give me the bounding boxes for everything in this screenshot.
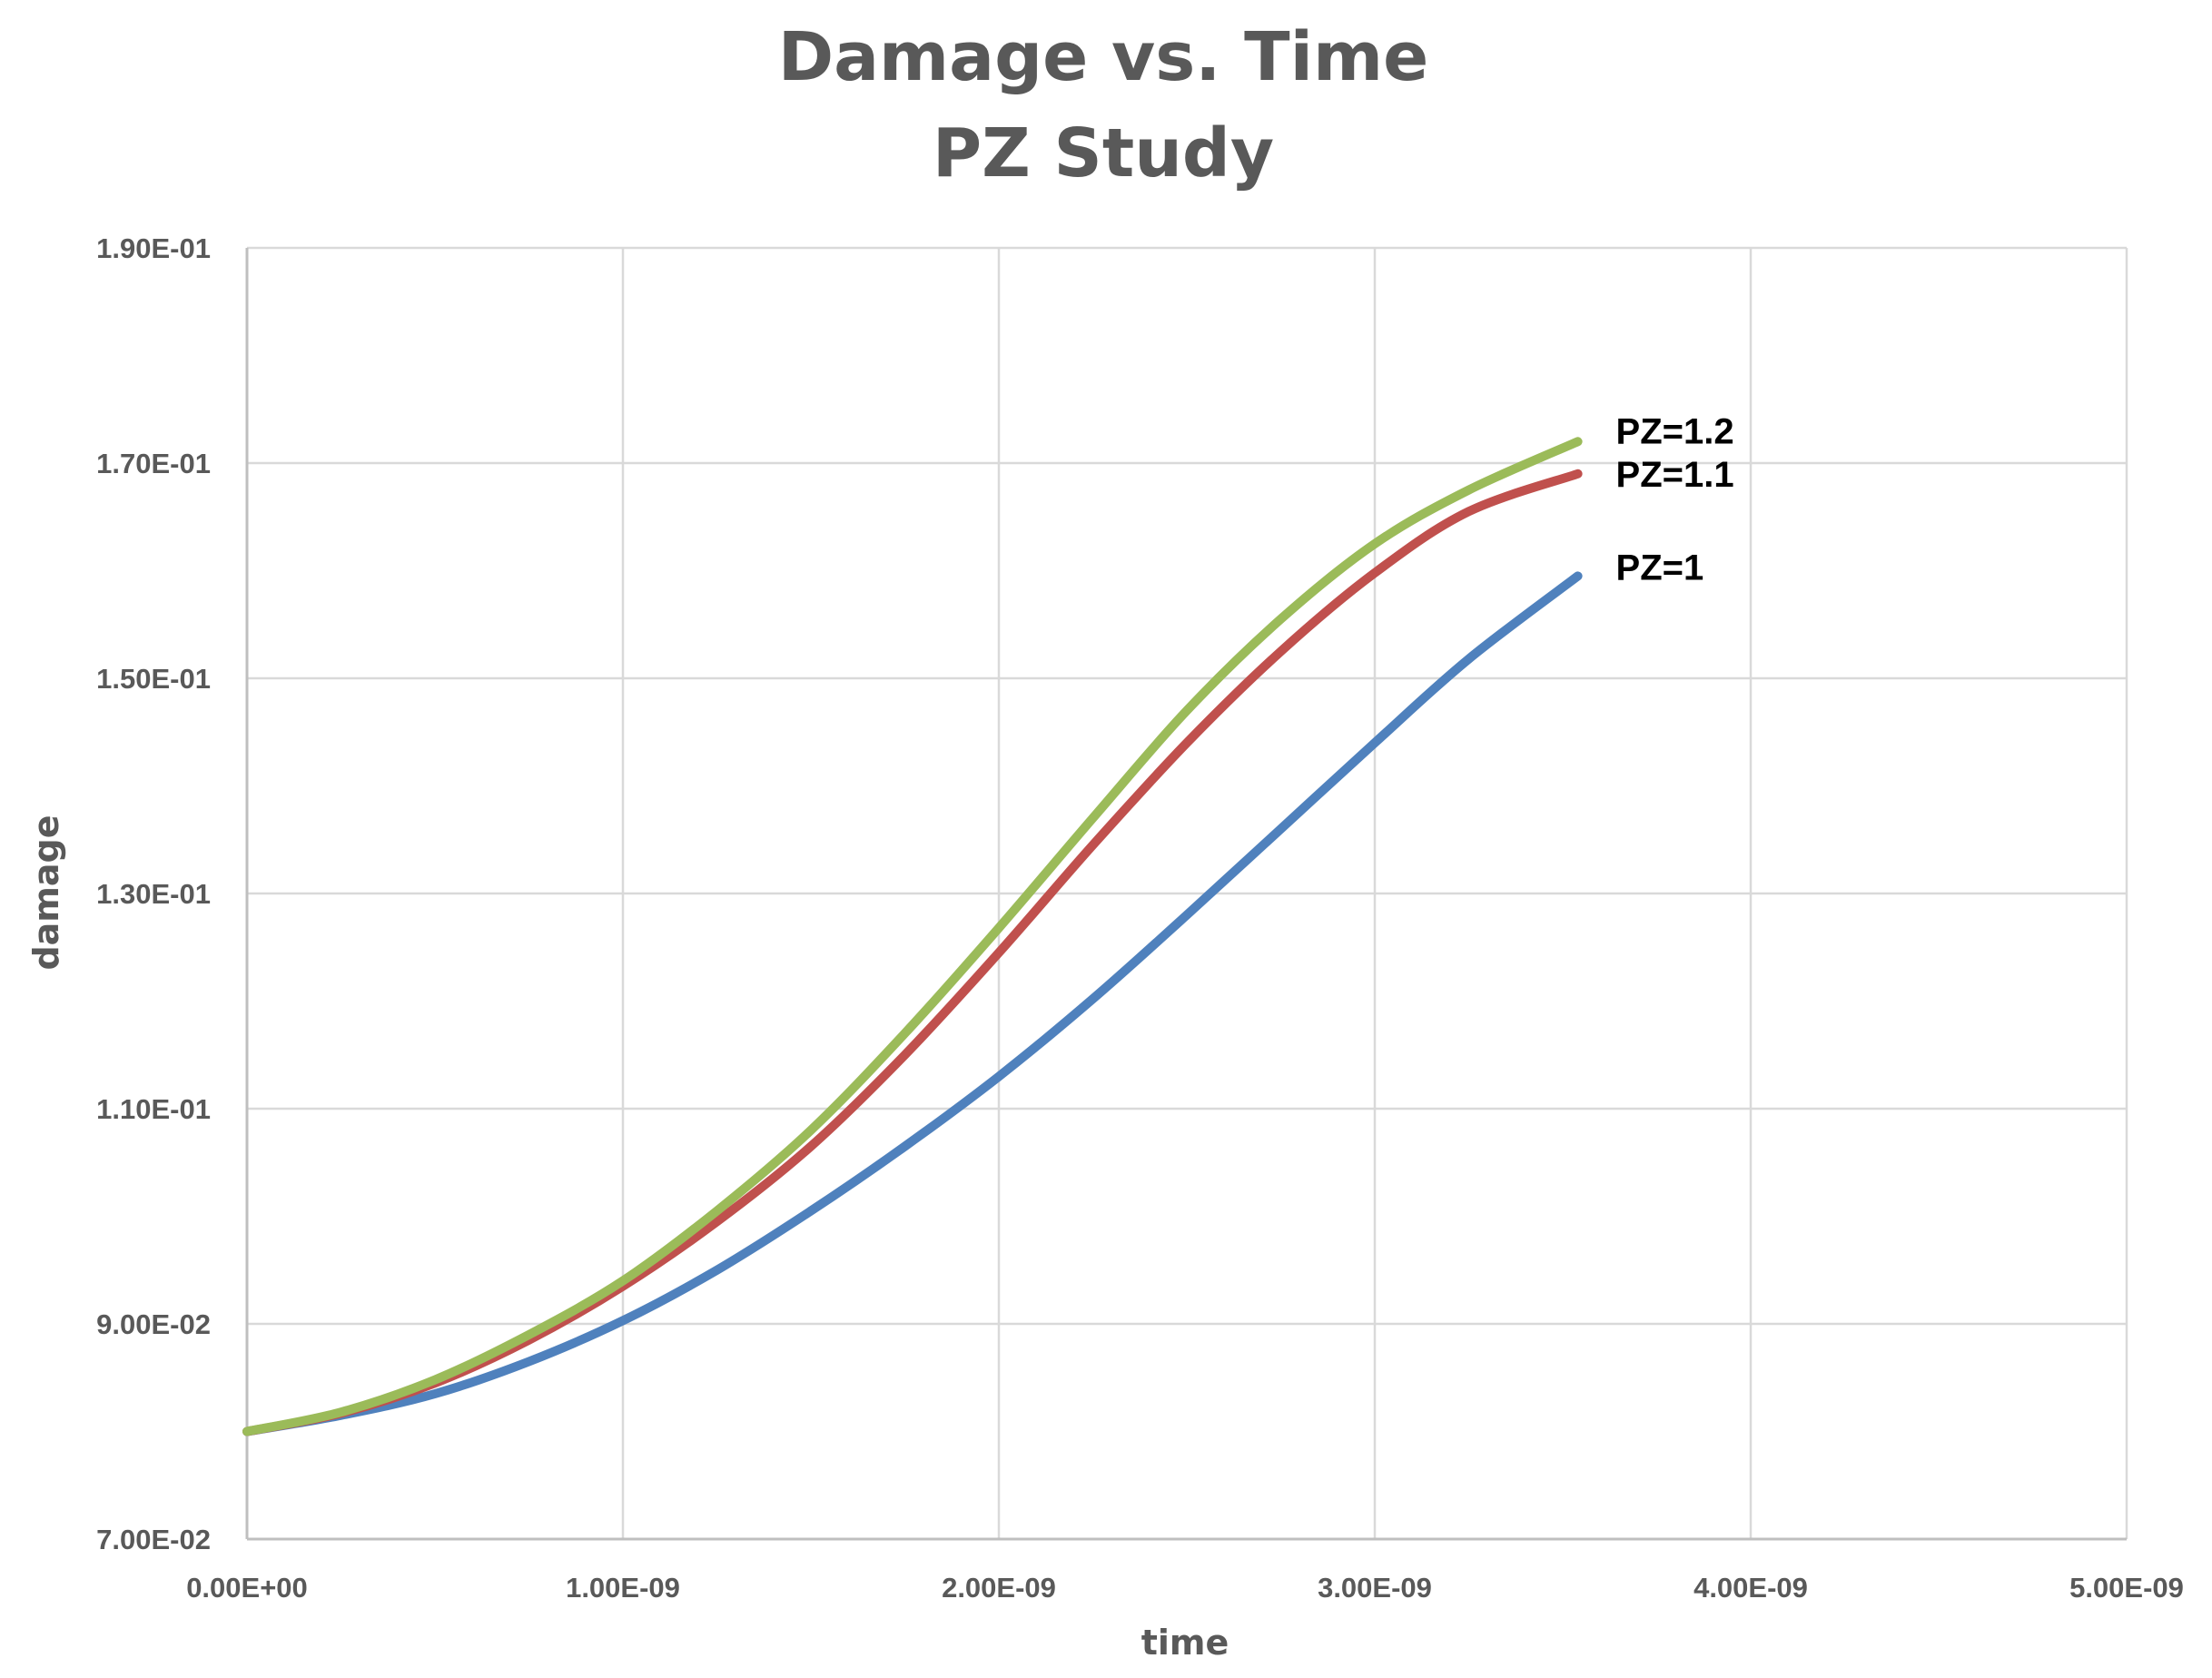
series-labels: PZ=1 PZ=1.1PZ=1.2 <box>1616 411 1734 587</box>
x-tick-label: 3.00E-09 <box>1318 1572 1432 1604</box>
x-tick-label: 0.00E+00 <box>186 1572 308 1604</box>
x-tick-label: 1.00E-09 <box>566 1572 680 1604</box>
y-tick-label: 1.70E-01 <box>96 448 211 479</box>
series-lines <box>242 437 1583 1436</box>
series-label-pz-1: PZ=1 <box>1616 548 1704 587</box>
series-label-pz-1-2: PZ=1.2 <box>1616 411 1734 451</box>
chart-title: Damage vs. Time <box>778 18 1429 96</box>
x-tick-label: 2.00E-09 <box>942 1572 1056 1604</box>
axes <box>245 248 2127 1541</box>
gridlines <box>245 246 2128 1541</box>
y-tick-label: 1.50E-01 <box>96 663 211 695</box>
x-tick-label: 5.00E-09 <box>2069 1572 2184 1604</box>
y-tick-label: 1.90E-01 <box>96 232 211 264</box>
y-tick-label: 9.00E-02 <box>96 1308 211 1340</box>
tick-labels: 0.00E+00 1.00E-09 2.00E-09 3.00E-09 4.00E-09… <box>96 232 2184 1604</box>
chart-subtitle: PZ Study <box>933 114 1274 192</box>
series-label-pz-1-1: PZ=1.1 <box>1616 455 1734 495</box>
series-line-pz-1-2 <box>242 437 1583 1436</box>
x-axis-title: time <box>1141 1623 1229 1663</box>
y-tick-label: 1.30E-01 <box>96 878 211 910</box>
series-line-pz-1 <box>242 571 1583 1436</box>
y-tick-label: 7.00E-02 <box>96 1524 211 1555</box>
x-tick-label: 4.00E-09 <box>1694 1572 1808 1604</box>
y-axis-title: damage <box>26 814 66 970</box>
y-tick-label: 1.10E-01 <box>96 1093 211 1125</box>
